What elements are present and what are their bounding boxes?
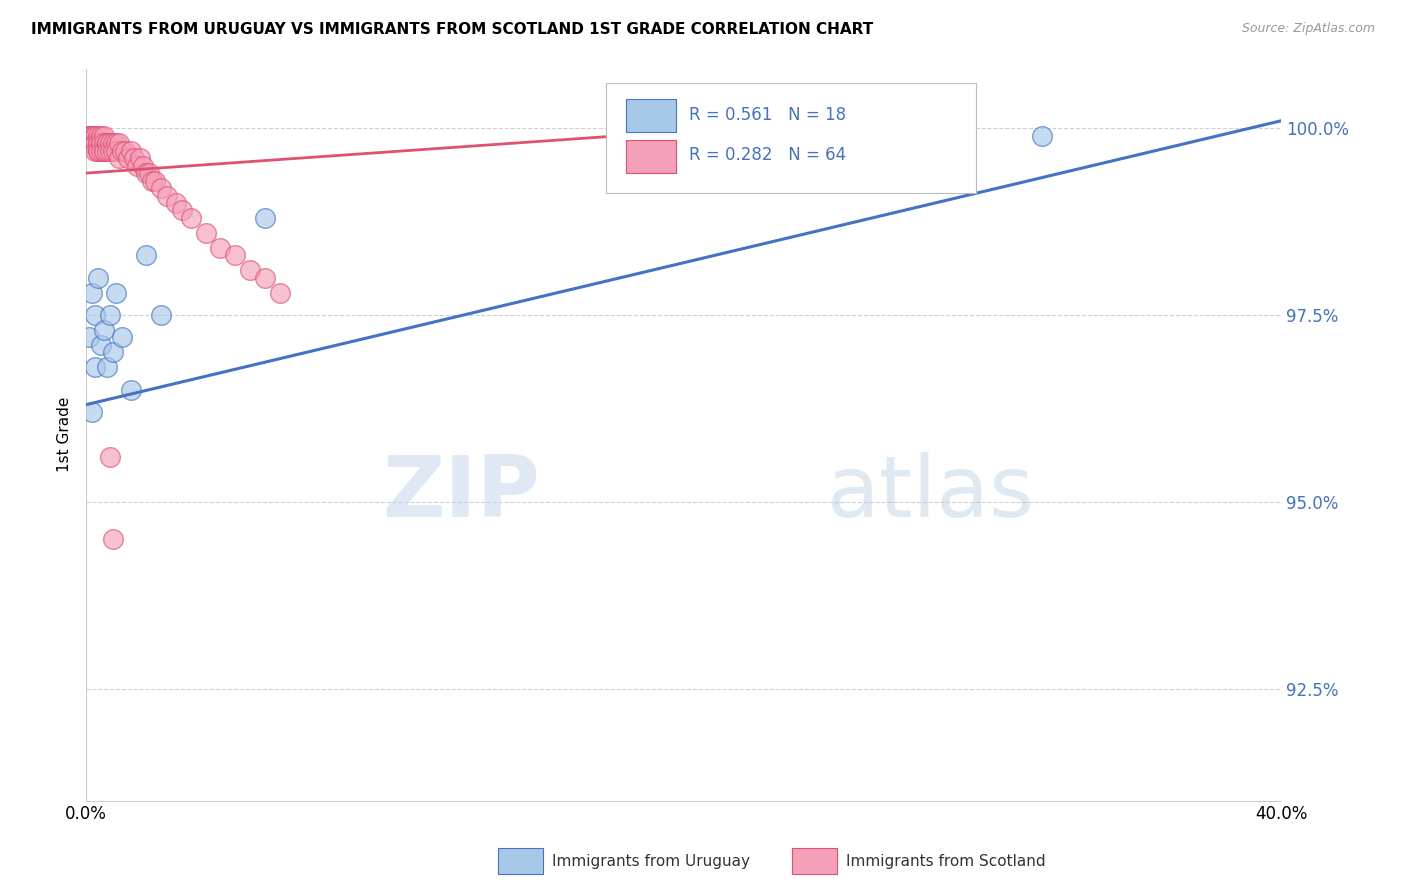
Point xyxy=(156,188,179,202)
Point xyxy=(125,159,148,173)
Point xyxy=(132,159,155,173)
Point xyxy=(90,144,112,158)
Text: R = 0.282   N = 64: R = 0.282 N = 64 xyxy=(689,146,846,164)
Point xyxy=(141,173,163,187)
Point xyxy=(98,136,121,151)
Point xyxy=(84,128,107,143)
Point xyxy=(80,128,103,143)
Point xyxy=(80,405,103,419)
Point xyxy=(80,136,103,151)
Point xyxy=(84,136,107,151)
Point xyxy=(1031,128,1053,143)
Point xyxy=(170,203,193,218)
Point xyxy=(96,144,118,158)
Point xyxy=(90,136,112,151)
Point xyxy=(104,144,127,158)
Point xyxy=(87,136,110,151)
Point xyxy=(98,450,121,464)
Text: atlas: atlas xyxy=(827,451,1035,534)
Point xyxy=(135,248,157,262)
Point xyxy=(194,226,217,240)
Point xyxy=(104,136,127,151)
Point xyxy=(77,128,100,143)
Y-axis label: 1st Grade: 1st Grade xyxy=(58,397,72,472)
Text: Immigrants from Uruguay: Immigrants from Uruguay xyxy=(551,854,749,869)
Point xyxy=(80,128,103,143)
Point xyxy=(80,136,103,151)
Text: IMMIGRANTS FROM URUGUAY VS IMMIGRANTS FROM SCOTLAND 1ST GRADE CORRELATION CHART: IMMIGRANTS FROM URUGUAY VS IMMIGRANTS FR… xyxy=(31,22,873,37)
Point xyxy=(77,136,100,151)
Point xyxy=(93,323,115,337)
Point xyxy=(114,144,136,158)
Point xyxy=(84,144,107,158)
Point xyxy=(117,151,139,165)
Point xyxy=(93,144,115,158)
Text: ZIP: ZIP xyxy=(382,451,540,534)
Point xyxy=(143,173,166,187)
Point xyxy=(209,241,232,255)
Point xyxy=(122,151,145,165)
Point xyxy=(254,270,277,285)
Point xyxy=(120,144,142,158)
Point xyxy=(180,211,202,225)
Point xyxy=(84,360,107,375)
Point xyxy=(80,285,103,300)
Point xyxy=(87,144,110,158)
Point xyxy=(149,308,172,322)
Point xyxy=(111,330,134,344)
Point xyxy=(90,128,112,143)
Point xyxy=(138,166,160,180)
Point xyxy=(93,136,115,151)
Point xyxy=(101,144,124,158)
Point xyxy=(128,151,150,165)
Point xyxy=(84,128,107,143)
Point xyxy=(77,128,100,143)
Bar xyxy=(626,140,676,173)
Point xyxy=(101,136,124,151)
Point xyxy=(269,285,291,300)
Point xyxy=(108,136,131,151)
Point xyxy=(77,330,100,344)
Point xyxy=(87,144,110,158)
Point xyxy=(108,151,131,165)
Point xyxy=(87,136,110,151)
Point xyxy=(104,285,127,300)
Point xyxy=(111,144,134,158)
Point xyxy=(93,144,115,158)
Point xyxy=(80,136,103,151)
Point xyxy=(87,128,110,143)
Point xyxy=(96,136,118,151)
Text: Immigrants from Scotland: Immigrants from Scotland xyxy=(846,854,1045,869)
Point xyxy=(90,338,112,352)
Point xyxy=(96,360,118,375)
Point xyxy=(77,128,100,143)
Point xyxy=(165,196,187,211)
Point xyxy=(254,211,277,225)
Point xyxy=(98,308,121,322)
Point xyxy=(93,128,115,143)
Point xyxy=(101,345,124,359)
FancyBboxPatch shape xyxy=(606,83,976,193)
Bar xyxy=(626,99,676,132)
Text: R = 0.561   N = 18: R = 0.561 N = 18 xyxy=(689,105,846,124)
Point xyxy=(84,136,107,151)
Point xyxy=(135,166,157,180)
Point xyxy=(120,383,142,397)
Point xyxy=(87,270,110,285)
Point xyxy=(84,308,107,322)
Point xyxy=(96,136,118,151)
Point xyxy=(77,136,100,151)
Point xyxy=(90,136,112,151)
Text: Source: ZipAtlas.com: Source: ZipAtlas.com xyxy=(1241,22,1375,36)
Point xyxy=(239,263,262,277)
Point xyxy=(149,181,172,195)
Point xyxy=(98,144,121,158)
Point xyxy=(224,248,246,262)
Point xyxy=(101,532,124,546)
